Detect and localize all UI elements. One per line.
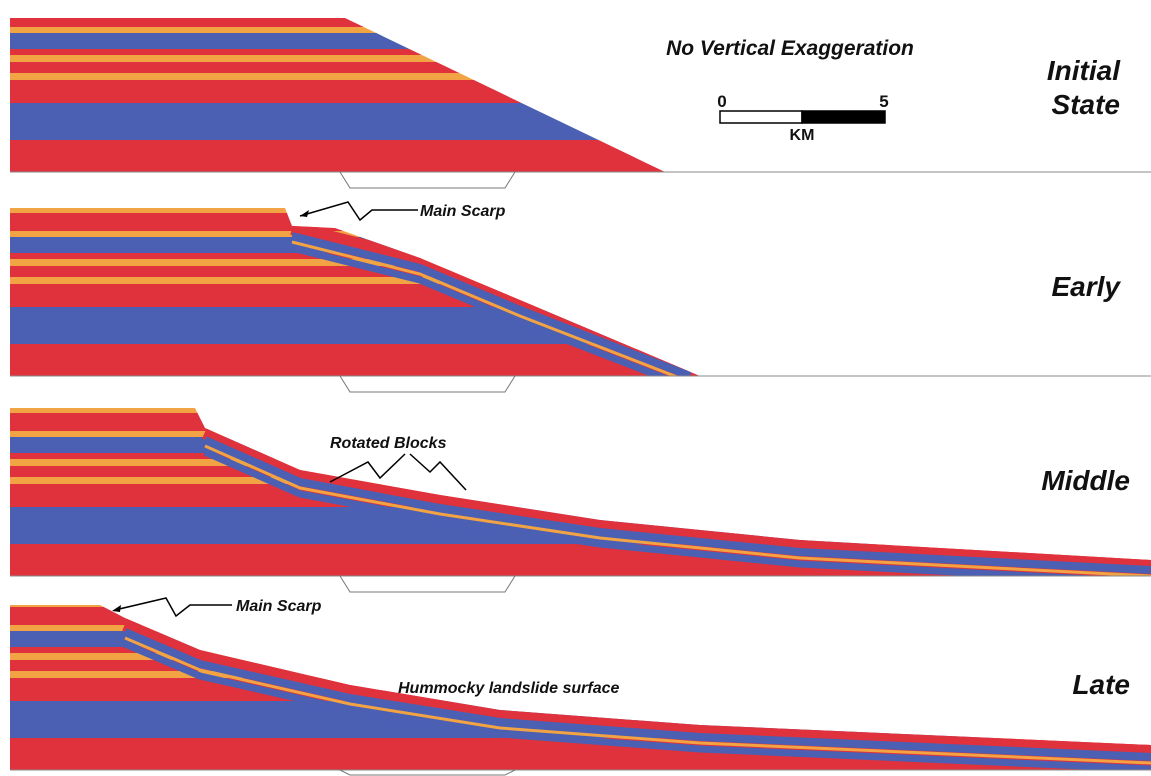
stratum <box>10 2 1151 9</box>
stratum <box>10 55 1151 62</box>
basement-step <box>340 376 515 392</box>
stratum <box>10 484 1151 507</box>
basement-step <box>340 172 515 188</box>
arrow <box>410 454 466 490</box>
scale-bar: 0 5 KM <box>717 92 888 144</box>
scale-unit: KM <box>790 127 815 144</box>
scale-end: 5 <box>879 92 888 111</box>
arrow <box>300 202 418 220</box>
panel-label: Late <box>1072 669 1130 700</box>
basement-step <box>340 576 515 592</box>
stratum <box>10 284 1151 307</box>
stratum <box>10 453 1151 459</box>
stratum <box>10 600 1151 607</box>
stratum <box>10 413 1151 431</box>
panel-label: Initial <box>1047 55 1121 86</box>
panel-label: State <box>1052 89 1120 120</box>
stratum <box>10 103 1151 140</box>
stratum <box>10 477 1151 484</box>
stratum <box>10 607 1151 625</box>
stratum <box>10 33 1151 49</box>
arrow-head <box>112 605 121 612</box>
stratum <box>10 73 1151 80</box>
layers <box>10 2 1151 775</box>
stratum <box>10 80 1151 103</box>
landslide-figure: No Vertical Exaggeration 0 5 KM Initial … <box>0 0 1151 776</box>
annotation: Main Scarp <box>236 598 322 615</box>
annotation: Main Scarp <box>420 203 506 220</box>
annotation: Hummocky landslide surface <box>398 680 620 697</box>
stratum <box>10 406 1151 413</box>
strata <box>10 206 1151 388</box>
stratum <box>10 277 1151 284</box>
scale-bar-white <box>720 111 802 123</box>
stratum <box>10 231 1151 237</box>
stratum <box>10 466 1151 477</box>
stratum <box>10 625 1151 631</box>
stratum <box>10 62 1151 73</box>
stratum <box>10 437 1151 453</box>
stratum <box>10 27 1151 33</box>
scale-start: 0 <box>717 92 726 111</box>
stratum <box>10 140 1151 172</box>
annotation: Rotated Blocks <box>330 435 447 452</box>
strata <box>10 406 1151 582</box>
stratum <box>10 253 1151 259</box>
stratum <box>10 237 1151 253</box>
stratum <box>10 9 1151 27</box>
stratum <box>10 259 1151 266</box>
strata <box>10 2 1151 172</box>
stratum <box>10 213 1151 231</box>
figure-title: No Vertical Exaggeration <box>666 37 914 60</box>
arrow-head <box>300 210 309 217</box>
panel-label: Early <box>1052 271 1122 302</box>
stratum <box>10 206 1151 213</box>
scale-bar-black <box>802 111 885 123</box>
stratum <box>10 431 1151 437</box>
arrow <box>115 598 232 616</box>
stratum <box>10 49 1151 55</box>
panel-label: Middle <box>1041 465 1130 496</box>
basement-step <box>340 770 515 775</box>
stratum <box>10 671 1151 678</box>
stratum <box>10 266 1151 277</box>
stratum <box>10 459 1151 466</box>
